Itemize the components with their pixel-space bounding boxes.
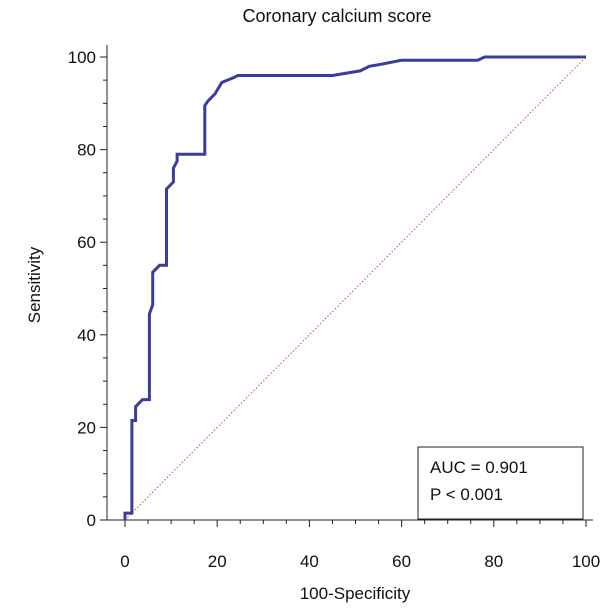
chart-title: Coronary calcium score [242,6,431,26]
x-tick-label: 0 [120,552,129,571]
y-tick-label: 0 [87,511,96,530]
annotation-box: AUC = 0.901 P < 0.001 [417,446,584,520]
y-tick-label: 20 [77,418,96,437]
roc-curve [123,55,586,520]
y-axis-label: Sensitivity [25,246,44,323]
plot-area [106,45,593,521]
x-tick-label: 80 [484,552,503,571]
y-tick-label: 40 [77,326,96,345]
y-tick-label: 60 [77,233,96,252]
p-value-label: P < 0.001 [430,485,503,504]
tick-labels: 0 20 40 60 80 100 0 20 40 60 80 100 [68,48,601,571]
ticks [100,56,587,527]
x-tick-label: 60 [392,552,411,571]
x-tick-label: 100 [572,552,600,571]
y-tick-label: 80 [77,141,96,160]
annotation-frame [417,446,584,520]
x-tick-label: 40 [300,552,319,571]
auc-label: AUC = 0.901 [430,458,528,477]
series-layer [123,55,587,521]
x-tick-label: 20 [208,552,227,571]
reference-line [124,56,587,521]
y-tick-label: 100 [68,48,96,67]
x-axis-label: 100-Specificity [300,584,411,603]
